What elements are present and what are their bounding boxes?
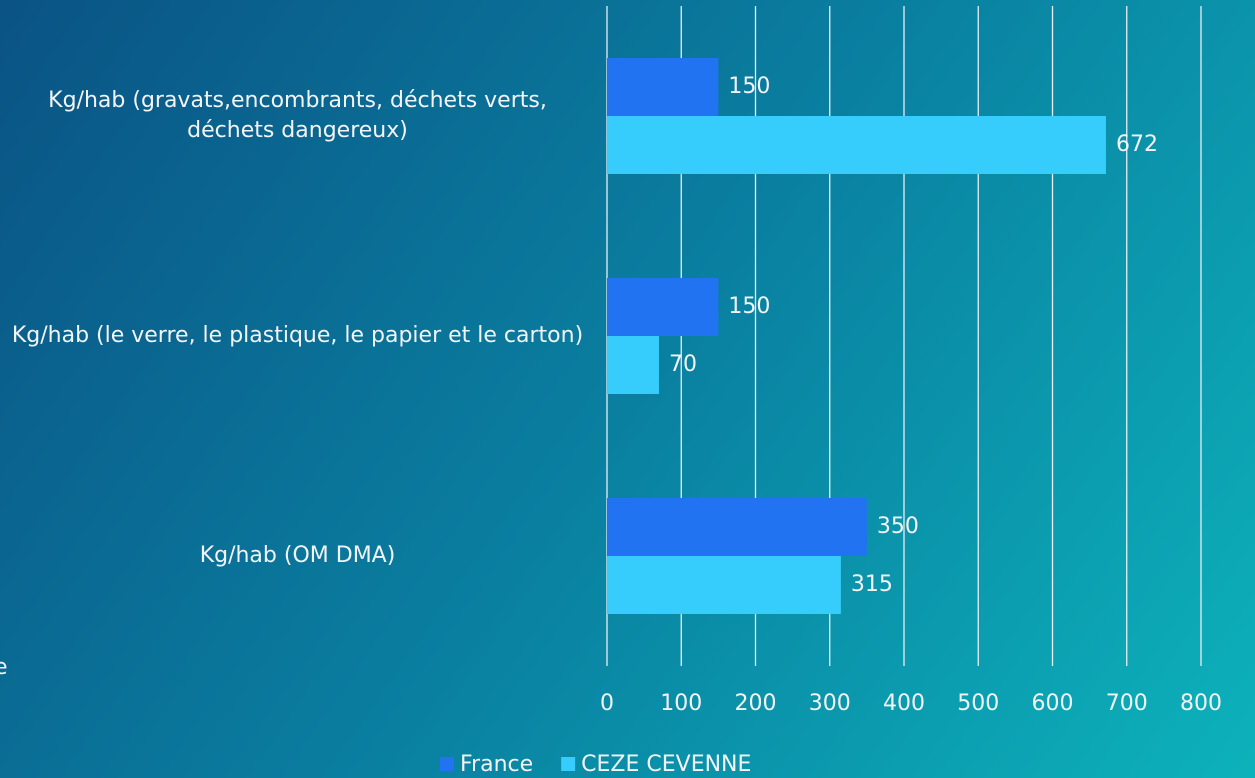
data-label: 672 <box>1116 132 1158 157</box>
x-tick-label: 100 <box>660 691 702 716</box>
y-tick-label: Kg/hab (le verre, le plastique, le papie… <box>11 323 584 348</box>
y-tick-label: Kg/hab (OM DMA) <box>199 543 396 568</box>
clipped-text: e <box>0 655 8 680</box>
bar <box>607 336 659 394</box>
y-tick-label: Kg/hab (gravats,encombrants, déchets ver… <box>48 88 547 143</box>
data-label: 150 <box>728 294 770 319</box>
x-tick-label: 800 <box>1180 691 1222 716</box>
data-label: 150 <box>728 74 770 99</box>
x-tick-label: 400 <box>883 691 925 716</box>
bar <box>607 58 719 116</box>
data-label: 315 <box>851 572 893 597</box>
legend-swatch <box>561 757 576 771</box>
legend-label: France <box>460 752 533 777</box>
data-label: 350 <box>877 514 919 539</box>
x-tick-label: 600 <box>1032 691 1074 716</box>
legend-label: CEZE CEVENNE <box>581 752 751 777</box>
data-label: 70 <box>669 352 697 377</box>
x-tick-label: 700 <box>1106 691 1148 716</box>
legend-swatch <box>440 757 454 771</box>
bar <box>607 278 719 336</box>
x-tick-label: 500 <box>957 691 999 716</box>
bar <box>607 116 1106 174</box>
x-tick-label: 300 <box>809 691 851 716</box>
bar <box>607 556 841 614</box>
bar <box>607 498 867 556</box>
x-tick-label: 0 <box>600 691 614 716</box>
x-tick-label: 200 <box>735 691 777 716</box>
